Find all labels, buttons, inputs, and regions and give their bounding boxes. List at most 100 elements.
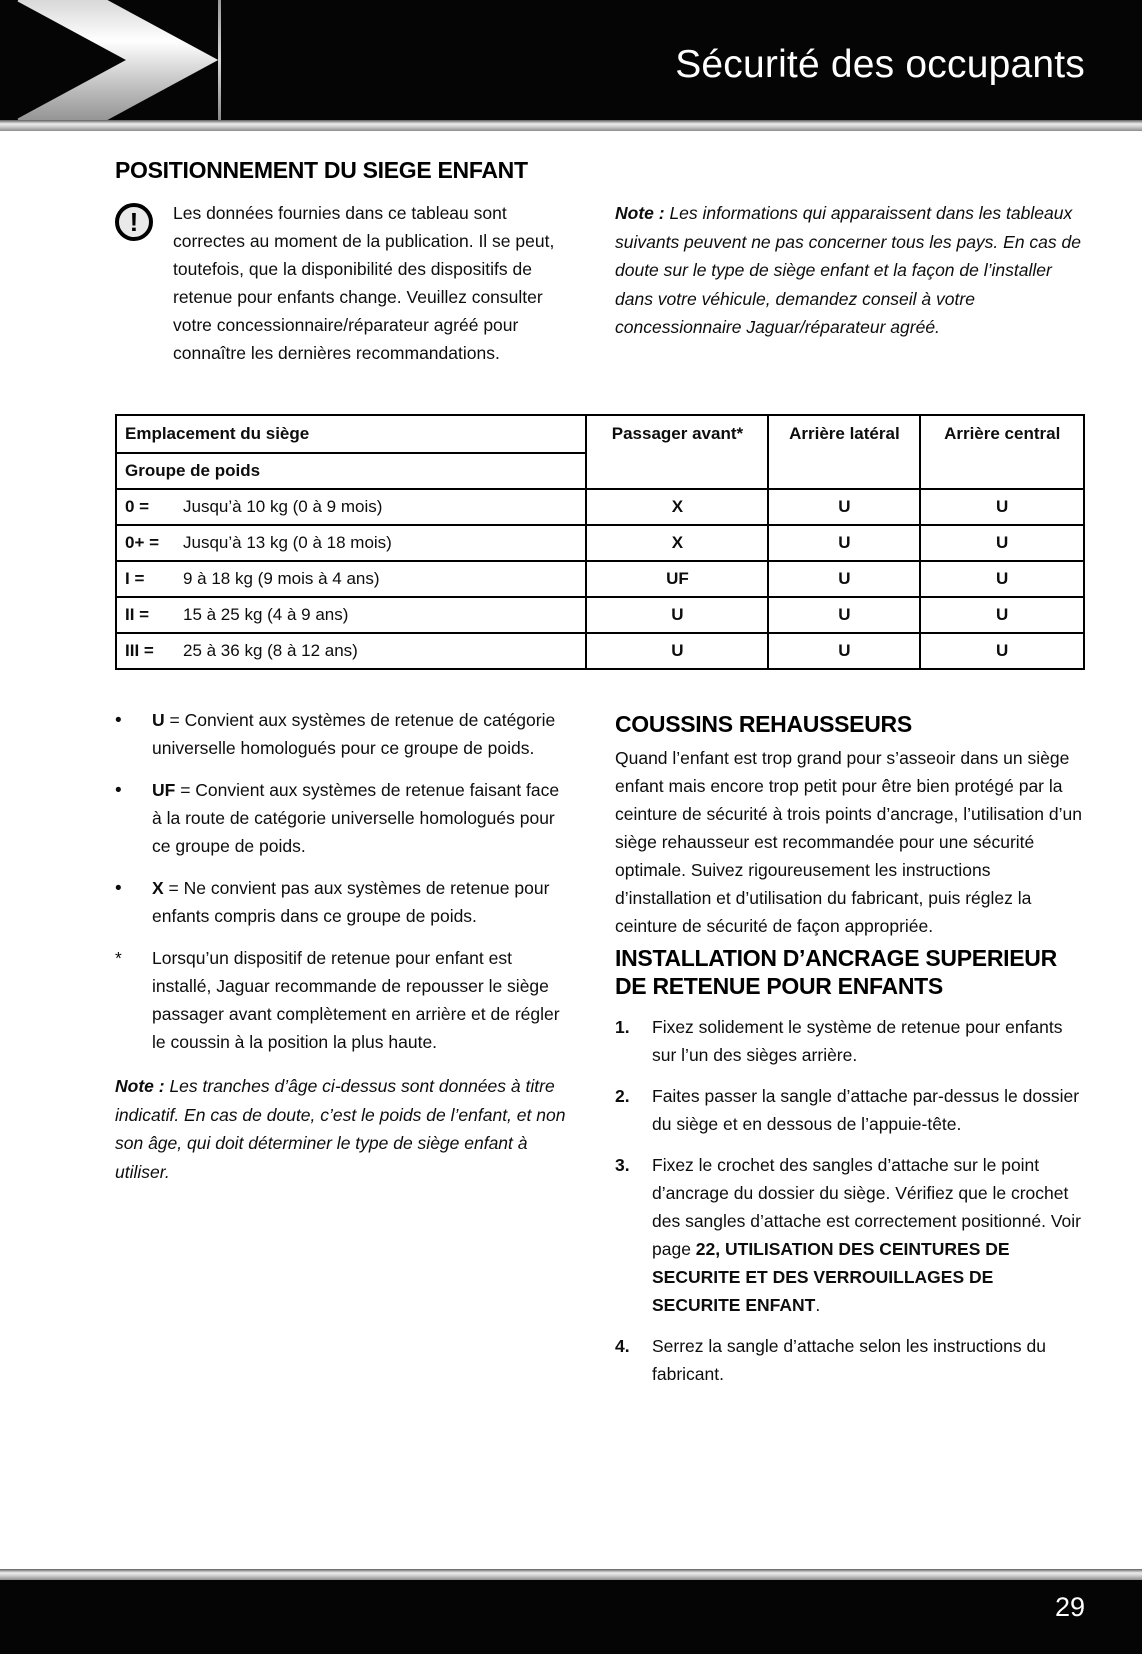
warning-block: ! Les données fournies dans ce tableau s… [115,199,571,367]
front-passenger-value: UF [585,560,770,599]
footer-band: 29 [0,1580,1142,1654]
table-row: III = 25 à 36 kg (8 à 12 ans) U U U [114,632,1085,671]
weight-group-code: 0 = [125,497,150,517]
legend-text: UF = Convient aux systèmes de retenue fa… [152,776,571,860]
warning-icon: ! [115,203,153,242]
weight-group-desc: 25 à 36 kg (8 à 12 ans) [183,641,358,661]
weight-group-desc: Jusqu’à 13 kg (0 à 18 mois) [183,533,392,553]
legend-definition: = Convient aux systèmes de retenue faisa… [152,780,560,857]
step-number: 2. [615,1086,630,1107]
legend-term: UF [152,780,176,801]
step-item: 1. Fixez solidement le système de retenu… [615,1013,1085,1069]
note-label: Note : [115,1076,165,1097]
legend-item-u: U = Convient aux systèmes de retenue de … [115,706,571,762]
rear-side-value: U [767,560,922,599]
rear-side-value: U [767,488,922,527]
legend-text: U = Convient aux systèmes de retenue de … [152,706,571,762]
rear-side-value: U [767,596,922,635]
step-text-pre: Fixez solidement le système de retenue p… [652,1017,1063,1066]
boosters-body: Quand l’enfant est trop grand pour s’ass… [615,748,1082,937]
chevron-logo-icon [17,0,219,158]
col-header-weight-group: Groupe de poids [114,452,588,491]
col-header-seat-location: Emplacement du siège [114,414,588,455]
header-banner: Sécurité des occupants [0,0,1142,158]
rear-center-value: U [919,524,1085,563]
header-chrome-strip [0,120,1142,131]
legend-definition: = Convient aux systèmes de retenue de ca… [152,710,556,759]
note-block: Note : Les informations qui apparaissent… [615,199,1085,367]
weight-group-code: III = [125,641,154,661]
step-text-bold: 22, UTILISATION DES CEINTURES DE SECURIT… [652,1239,1010,1316]
rear-side-value: U [767,632,922,671]
legend-column: U = Convient aux systèmes de retenue de … [115,706,571,1388]
weight-group-desc: 15 à 25 kg (4 à 9 ans) [183,605,349,625]
note-label: Note : [615,203,665,224]
step-text: Serrez la sangle d’attache selon les ins… [652,1332,1085,1388]
bullet-icon [115,706,152,762]
step-text: Fixez solidement le système de retenue p… [652,1013,1085,1069]
weight-group-code: I = [125,569,145,589]
table-row: I = 9 à 18 kg (9 mois à 4 ans) UF U U [114,560,1085,599]
section-heading-boosters: COUSSINS REHAUSSEURS [615,711,912,738]
step-text-pre: Faites passer la sangle d’attache par-de… [652,1086,1080,1135]
step-number: 3. [615,1155,630,1176]
legend-item-uf: UF = Convient aux systèmes de retenue fa… [115,776,571,860]
step-item: 3. Fixez le crochet des sangles d’attach… [615,1151,1085,1319]
weight-group-desc: Jusqu’à 10 kg (0 à 9 mois) [183,497,383,517]
note-text: Les informations qui apparaissent dans l… [615,203,1081,338]
step-number: 1. [615,1017,630,1038]
col-header-front-passenger: Passager avant* [585,414,770,491]
banner-divider [218,0,221,120]
footer-chrome-strip [0,1569,1142,1580]
front-passenger-value: U [585,632,770,671]
legend-term: U [152,710,165,731]
footnote-asterisk: * Lorsqu’un dispositif de retenue pour e… [115,944,571,1056]
footnote-marker: * [115,948,122,969]
legend-term: X [152,878,164,899]
step-item: 4. Serrez la sangle d’attache selon les … [615,1332,1085,1388]
bullet-icon [115,776,152,860]
rear-center-value: U [919,632,1085,671]
section-heading-positioning: POSITIONNEMENT DU SIEGE ENFANT [115,157,528,183]
note-paragraph: Note : Les informations qui apparaissent… [615,199,1085,342]
weight-group-code: II = [125,605,150,625]
anchorage-steps: 1. Fixez solidement le système de retenu… [615,1013,1085,1388]
weight-group-code: 0+ = [125,533,160,553]
legend-item-x: X = Ne convient pas aux systèmes de rete… [115,874,571,930]
brand-logo [0,0,219,158]
note-text: Les tranches d’âge ci-dessus sont donnée… [115,1076,566,1182]
front-passenger-value: U [585,596,770,635]
col-header-rear-center: Arrière central [919,414,1085,491]
step-text: Faites passer la sangle d’attache par-de… [652,1082,1085,1138]
step-text-pre: Fixez le crochet des sangles d’attache s… [652,1155,1081,1260]
intro-row: ! Les données fournies dans ce tableau s… [115,199,1085,367]
page-number: 29 [1054,1592,1085,1622]
table-row: 0+ = Jusqu’à 13 kg (0 à 18 mois) X U U [114,524,1085,563]
table-row: II = 15 à 25 kg (4 à 9 ans) U U U [114,596,1085,635]
legend-definition: = Ne convient pas aux systèmes de retenu… [152,878,550,927]
front-passenger-value: X [585,524,770,563]
step-text: Fixez le crochet des sangles d’attache s… [652,1151,1085,1319]
warning-text: Les données fournies dans ce tableau son… [173,203,555,364]
step-item: 2. Faites passer la sangle d’attache par… [615,1082,1085,1138]
rear-side-value: U [767,524,922,563]
section-heading-anchorage: INSTALLATION D’ANCRAGE SUPERIEUR DE RETE… [615,945,1057,1000]
rear-center-value: U [919,596,1085,635]
front-passenger-value: X [585,488,770,527]
footnote-text: Lorsqu’un dispositif de retenue pour enf… [152,948,560,1053]
page-footer: 29 [0,1569,1142,1654]
bullet-icon [115,874,152,930]
step-number: 4. [615,1336,630,1357]
child-seat-table: Emplacement du siège Passager avant* Arr… [114,414,1085,671]
step-text-post: . [815,1295,821,1316]
sections-column: COUSSINS REHAUSSEURS Quand l’enfant est … [615,706,1085,1388]
legend-text: X = Ne convient pas aux systèmes de rete… [152,874,571,930]
rear-center-value: U [919,488,1085,527]
rear-center-value: U [919,560,1085,599]
table-row: 0 = Jusqu’à 10 kg (0 à 9 mois) X U U [114,488,1085,527]
col-header-rear-side: Arrière latéral [767,414,922,491]
step-text-pre: Serrez la sangle d’attache selon les ins… [652,1336,1046,1385]
age-note: Note : Les tranches d’âge ci-dessus sont… [115,1072,571,1186]
page-title: Sécurité des occupants [675,43,1085,86]
